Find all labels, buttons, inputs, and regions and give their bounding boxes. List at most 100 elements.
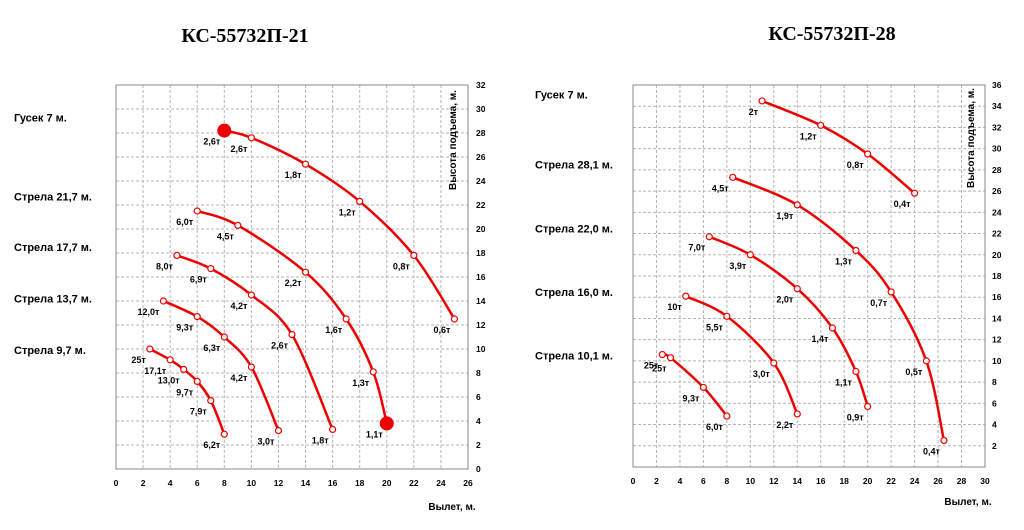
data-point bbox=[301, 160, 310, 168]
x-axis-label: Вылет, м. bbox=[944, 497, 992, 508]
data-point bbox=[166, 356, 174, 364]
y-tick-label: 0 bbox=[476, 464, 481, 474]
load-label: 2,2т bbox=[776, 420, 794, 430]
data-point bbox=[342, 315, 350, 323]
data-point bbox=[864, 150, 872, 158]
data-point bbox=[288, 331, 296, 339]
load-label: 0,9т bbox=[847, 413, 865, 423]
data-point bbox=[207, 397, 215, 405]
series-1: Гусек 7 м. 2,6т 2,6т 1,8т 1,2т 0,8т 0,6т bbox=[14, 112, 459, 335]
data-point bbox=[729, 173, 737, 181]
series-name-label: Стрела 22,0 м. bbox=[535, 223, 613, 235]
x-tick-label: 8 bbox=[724, 476, 729, 486]
x-tick-label: 16 bbox=[328, 478, 338, 488]
data-point bbox=[793, 410, 801, 418]
series-name-label: Стрела 13,7 м. bbox=[14, 294, 92, 306]
data-point bbox=[922, 357, 930, 365]
load-label: 1,1т bbox=[835, 378, 853, 388]
data-point bbox=[723, 412, 731, 420]
series-name-label: Гусек 7 м. bbox=[535, 90, 588, 102]
series-2: Стрела 28,1 м. 4,5т 1,9т 1,3т 0,7т 0,5т 0,4т bbox=[535, 160, 948, 456]
highlight-point bbox=[379, 416, 394, 431]
x-tick-label: 6 bbox=[701, 476, 706, 486]
load-label: 3,0т bbox=[753, 369, 771, 379]
chart-2-plot: 0 2 4 6 8 10 12 14 16 18 20 22 24 26 28 302468101214161… bbox=[535, 80, 1002, 508]
load-label: 10т bbox=[667, 302, 682, 312]
x-tick-label: 0 bbox=[114, 478, 119, 488]
y-tick-label: 2 bbox=[476, 440, 481, 450]
y-tick-label: 20 bbox=[992, 250, 1002, 260]
y-tick-label: 30 bbox=[476, 104, 486, 114]
y-tick-label: 28 bbox=[476, 128, 486, 138]
y-tick-label: 8 bbox=[476, 368, 481, 378]
load-label: 4,5т bbox=[712, 183, 730, 193]
data-point bbox=[658, 350, 666, 359]
load-label: 0,6т bbox=[434, 325, 452, 335]
load-label: 1,9т bbox=[776, 211, 794, 221]
load-label: 0,4т bbox=[894, 199, 912, 209]
y-tick-label: 30 bbox=[992, 144, 1002, 154]
y-tick-label: 22 bbox=[992, 229, 1002, 239]
data-point bbox=[852, 246, 860, 255]
y-tick-label: 24 bbox=[992, 207, 1002, 217]
load-label: 2,2т bbox=[285, 278, 303, 288]
series-name-label: Стрела 21,7 м. bbox=[14, 192, 92, 204]
x-tick-label: 18 bbox=[839, 476, 849, 486]
x-tick-label: 12 bbox=[274, 478, 284, 488]
load-label: 1,6т bbox=[325, 325, 343, 335]
load-label: 25т bbox=[644, 361, 659, 371]
data-point bbox=[247, 134, 255, 142]
y-tick-label: 20 bbox=[476, 224, 486, 234]
load-label: 3,9т bbox=[729, 261, 747, 271]
load-label: 7,0т bbox=[688, 243, 706, 253]
load-label: 6,0т bbox=[176, 217, 194, 227]
load-label: 1,8т bbox=[312, 435, 330, 445]
y-axis-label: Высота подъема, м. bbox=[966, 88, 977, 188]
load-label: 4,2т bbox=[230, 373, 248, 383]
y-tick-label: 6 bbox=[992, 398, 997, 408]
data-point bbox=[450, 315, 459, 323]
data-point bbox=[746, 251, 754, 259]
load-curve bbox=[661, 353, 729, 418]
data-point bbox=[247, 363, 255, 371]
y-tick-label: 32 bbox=[476, 80, 486, 90]
load-label: 9,7т bbox=[176, 387, 194, 397]
load-label: 1,1т bbox=[366, 429, 384, 439]
x-tick-label: 8 bbox=[222, 478, 227, 488]
x-tick-label: 20 bbox=[863, 476, 873, 486]
x-tick-label: 28 bbox=[957, 476, 967, 486]
x-tick-label: 22 bbox=[409, 478, 419, 488]
chart-2-title: КС-55732П-28 bbox=[768, 23, 895, 45]
x-tick-label: 14 bbox=[793, 476, 803, 486]
series-4: Стрела 13,7 м. 12,0т 9,3т 6,3т 4,2т 3,0т bbox=[14, 294, 283, 447]
series-name-label: Стрела 28,1 м. bbox=[535, 160, 613, 172]
highlight-point bbox=[217, 123, 232, 138]
data-point bbox=[410, 251, 418, 259]
y-tick-label: 4 bbox=[992, 420, 997, 430]
chart-1-plot: 0 2 4 6 8 10 12 14 16 18 20 22 24 2602468101214161820… bbox=[14, 80, 486, 513]
data-point bbox=[705, 233, 713, 241]
data-point bbox=[180, 365, 188, 373]
load-label: 9,3т bbox=[682, 393, 700, 403]
series-3: Стрела 22,0 м. 7,0т 3,9т 2,0т 1,4т 1,1т 0,9т bbox=[535, 223, 872, 423]
load-label: 7,9т bbox=[190, 407, 208, 417]
load-label: 0,5т bbox=[905, 367, 923, 377]
data-point bbox=[910, 189, 919, 197]
series-name-label: Стрела 17,7 м. bbox=[14, 242, 92, 254]
series-name-label: Гусек 7 м. bbox=[14, 112, 67, 124]
x-tick-label: 24 bbox=[910, 476, 920, 486]
y-tick-label: 6 bbox=[476, 392, 481, 402]
load-label: 2,0т bbox=[776, 295, 794, 305]
y-tick-label: 16 bbox=[992, 292, 1002, 302]
y-tick-label: 24 bbox=[476, 176, 486, 186]
y-axis-label: Высота подъема, м. bbox=[448, 90, 459, 190]
data-point bbox=[699, 383, 708, 392]
y-tick-label: 14 bbox=[476, 296, 486, 306]
y-tick-label: 34 bbox=[992, 101, 1002, 111]
load-label: 0,8т bbox=[847, 160, 865, 170]
load-curve bbox=[708, 235, 869, 408]
load-label: 1,3т bbox=[835, 257, 853, 267]
load-label: 0,7т bbox=[870, 298, 888, 308]
